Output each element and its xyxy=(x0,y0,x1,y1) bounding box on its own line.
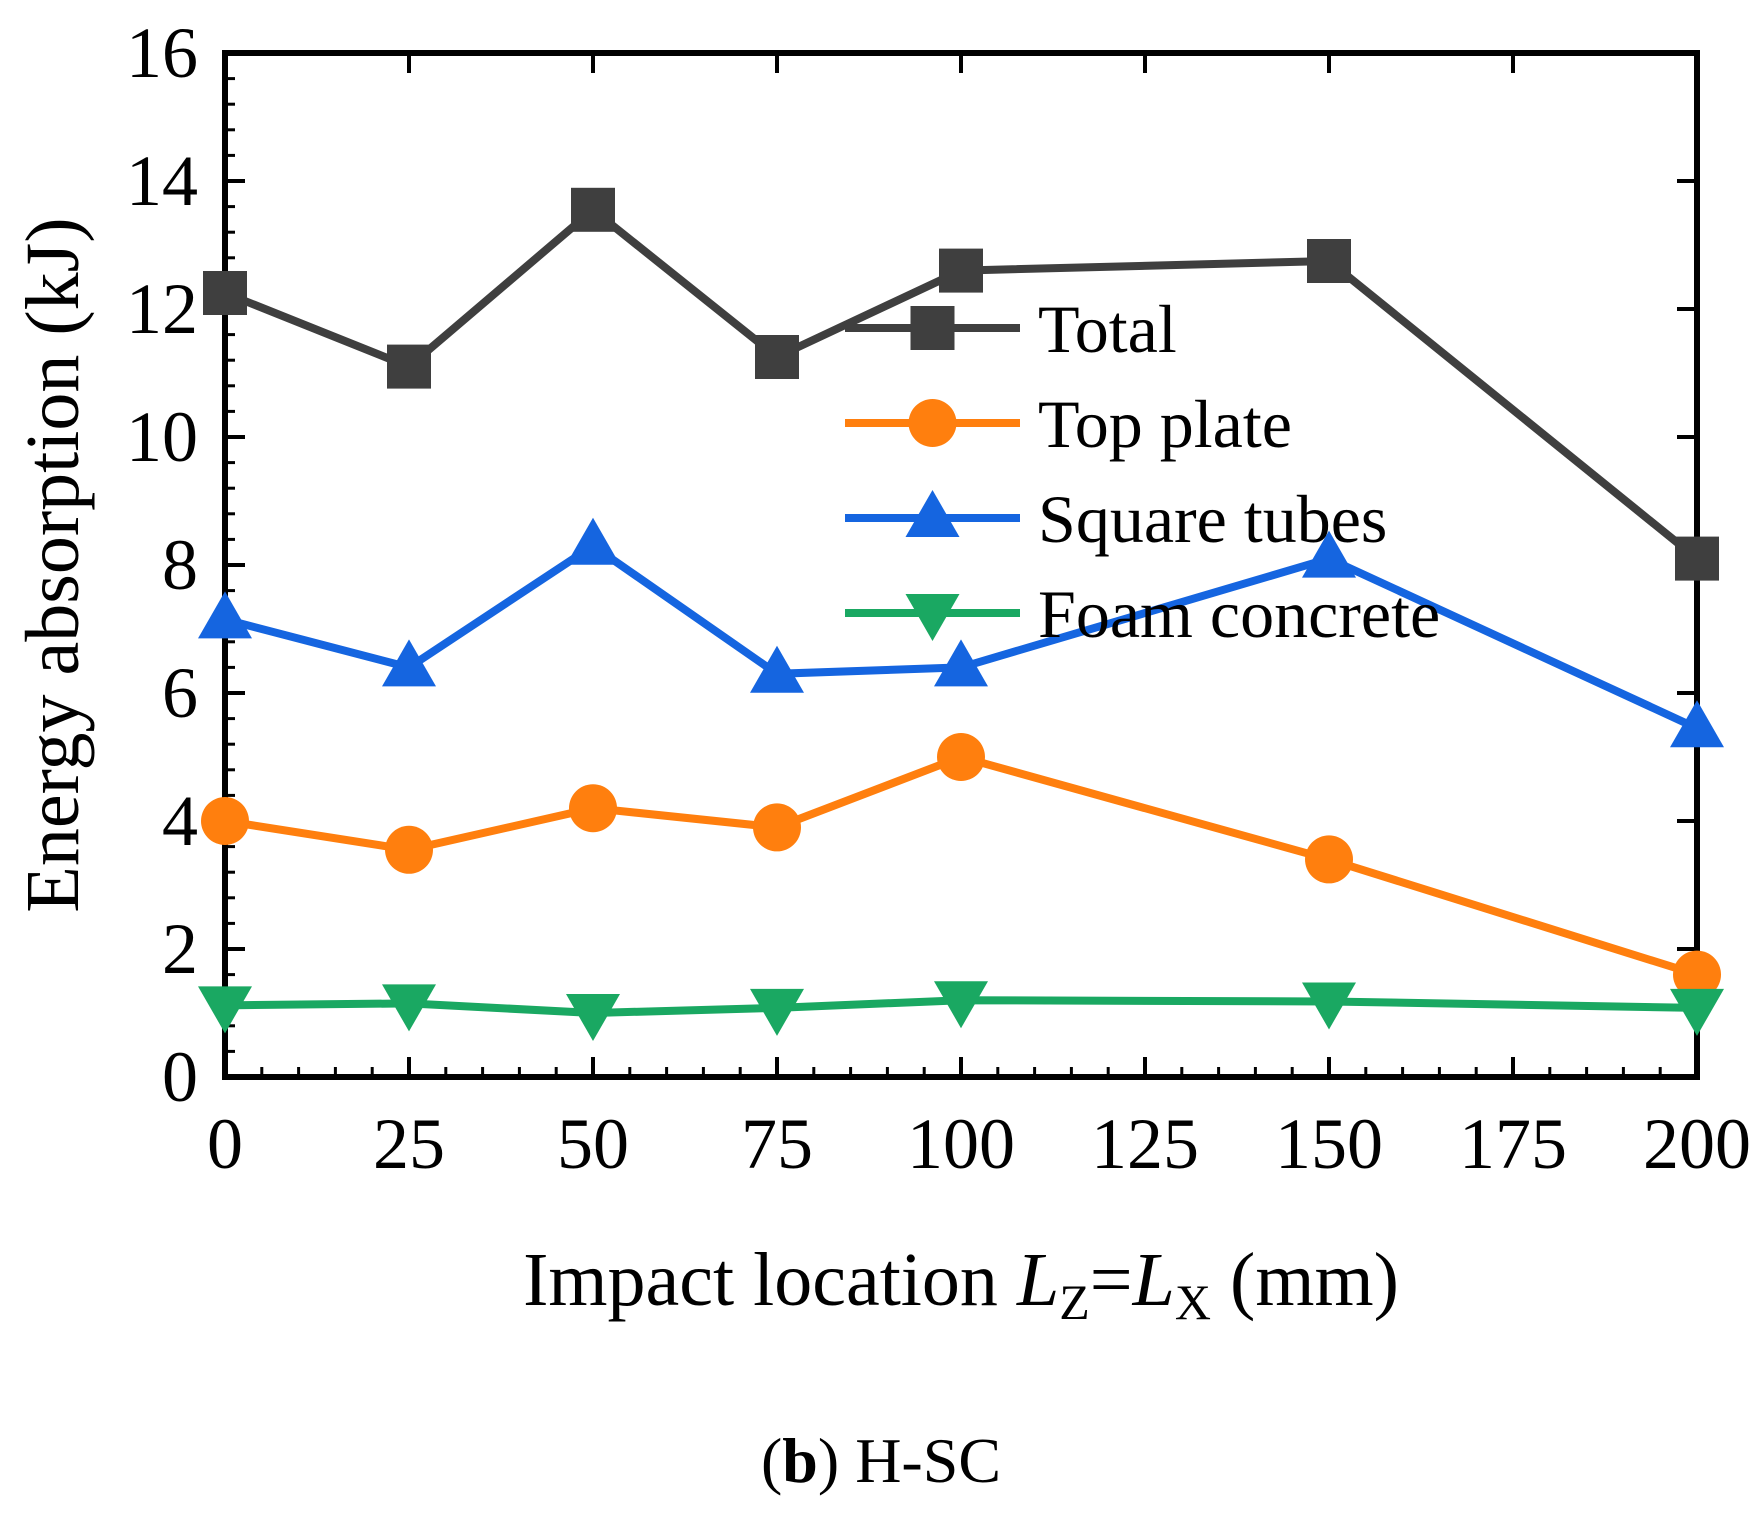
series-total xyxy=(203,187,1719,581)
data-point-top-plate xyxy=(1673,950,1721,999)
data-point-foam-concrete xyxy=(750,988,804,1036)
legend-marker xyxy=(910,306,955,350)
data-point-total xyxy=(1675,536,1719,581)
legend-item-square-tubes: Square tubes xyxy=(845,481,1387,557)
series-top-plate xyxy=(201,733,1721,999)
data-point-foam-concrete xyxy=(566,994,620,1041)
y-axis-title: Energy absorption (kJ) xyxy=(11,217,95,912)
y-tick-label: 16 xyxy=(126,13,198,93)
axis-ticks xyxy=(223,51,1699,1079)
data-point-total xyxy=(1307,239,1351,283)
y-tick-label: 12 xyxy=(126,269,198,349)
x-axis-title-prefix: Impact location xyxy=(523,1238,1017,1322)
data-point-total xyxy=(939,248,983,293)
figure-caption: (b) H-SC xyxy=(761,1425,1001,1496)
data-point-foam-concrete xyxy=(934,981,988,1029)
data-point-square-tubes xyxy=(566,517,620,565)
x-axis-title-suffix: (mm) xyxy=(1211,1238,1399,1322)
x-tick-label: 50 xyxy=(557,1104,629,1184)
data-point-foam-concrete xyxy=(1670,988,1724,1036)
series-line-top-plate xyxy=(224,752,1699,979)
caption-open-paren: ( xyxy=(761,1425,782,1496)
y-tick-label: 0 xyxy=(162,1037,198,1117)
series-square-tubes xyxy=(198,517,1724,748)
y-tick-label: 2 xyxy=(162,909,198,989)
caption-text: H-SC xyxy=(855,1425,1001,1496)
x-tick-label: 0 xyxy=(207,1104,243,1184)
legend-label: Top plate xyxy=(1038,386,1292,462)
y-tick-label: 4 xyxy=(162,781,198,861)
data-point-top-plate xyxy=(201,797,249,845)
x-axis-equals: = xyxy=(1090,1238,1133,1322)
y-tick-label: 6 xyxy=(162,653,198,733)
caption-letter: b xyxy=(782,1425,818,1496)
x-tick-label: 75 xyxy=(741,1104,813,1184)
x-tick-label: 125 xyxy=(1091,1104,1199,1184)
caption-close-paren: ) xyxy=(818,1425,855,1496)
data-point-square-tubes xyxy=(382,639,436,687)
data-point-top-plate xyxy=(1305,835,1353,884)
legend-item-foam-concrete: Foam concrete xyxy=(845,576,1440,652)
x-axis-sub-x: X xyxy=(1175,1274,1211,1330)
data-point-foam-concrete xyxy=(1302,982,1356,1030)
data-point-square-tubes xyxy=(198,591,252,639)
plot-frame xyxy=(222,50,1700,1080)
y-tick-labels: 0 2 4 6 8 10 12 14 16 xyxy=(126,13,198,1117)
data-point-top-plate xyxy=(937,733,985,781)
data-point-foam-concrete xyxy=(198,986,252,1034)
x-axis-var-lx: L xyxy=(1132,1238,1175,1322)
x-tick-label: 200 xyxy=(1643,1104,1751,1184)
legend-item-total: Total xyxy=(845,291,1177,367)
legend-marker xyxy=(905,594,960,641)
data-point-top-plate xyxy=(569,784,617,833)
x-tick-label: 100 xyxy=(907,1104,1015,1184)
x-axis-var-lz: L xyxy=(1016,1238,1059,1322)
series-foam-concrete xyxy=(198,981,1724,1041)
legend-item-top-plate: Top plate xyxy=(845,386,1292,462)
data-point-square-tubes xyxy=(750,645,804,693)
x-axis-sub-z: Z xyxy=(1059,1274,1090,1330)
y-tick-label: 10 xyxy=(126,397,198,477)
y-tick-label: 8 xyxy=(162,525,198,605)
legend-marker xyxy=(905,490,960,537)
legend: Total Top plate Square tubes Foam concrete xyxy=(845,291,1440,652)
x-tick-label: 150 xyxy=(1275,1104,1383,1184)
data-point-total xyxy=(755,335,799,379)
data-series xyxy=(198,187,1724,1041)
data-point-square-tubes xyxy=(934,639,988,687)
legend-label: Square tubes xyxy=(1038,481,1387,557)
x-tick-labels: 0 25 50 75 100 125 150 175 200 xyxy=(207,1104,1751,1184)
series-line-square-tubes xyxy=(223,540,1699,732)
legend-label: Total xyxy=(1038,291,1177,367)
x-axis-title: Impact location LZ=LX (mm) xyxy=(523,1238,1399,1330)
data-point-square-tubes xyxy=(1302,530,1356,578)
data-point-foam-concrete xyxy=(382,984,436,1032)
data-point-top-plate xyxy=(753,803,801,852)
data-point-top-plate xyxy=(385,825,433,874)
legend-marker xyxy=(908,399,957,447)
data-point-total xyxy=(571,187,615,232)
y-tick-label: 14 xyxy=(126,141,198,221)
x-tick-label: 175 xyxy=(1459,1104,1567,1184)
data-point-square-tubes xyxy=(1670,700,1724,748)
x-tick-label: 25 xyxy=(373,1104,445,1184)
data-point-total xyxy=(387,344,431,389)
data-point-total xyxy=(203,271,247,315)
legend-label: Foam concrete xyxy=(1038,576,1440,652)
